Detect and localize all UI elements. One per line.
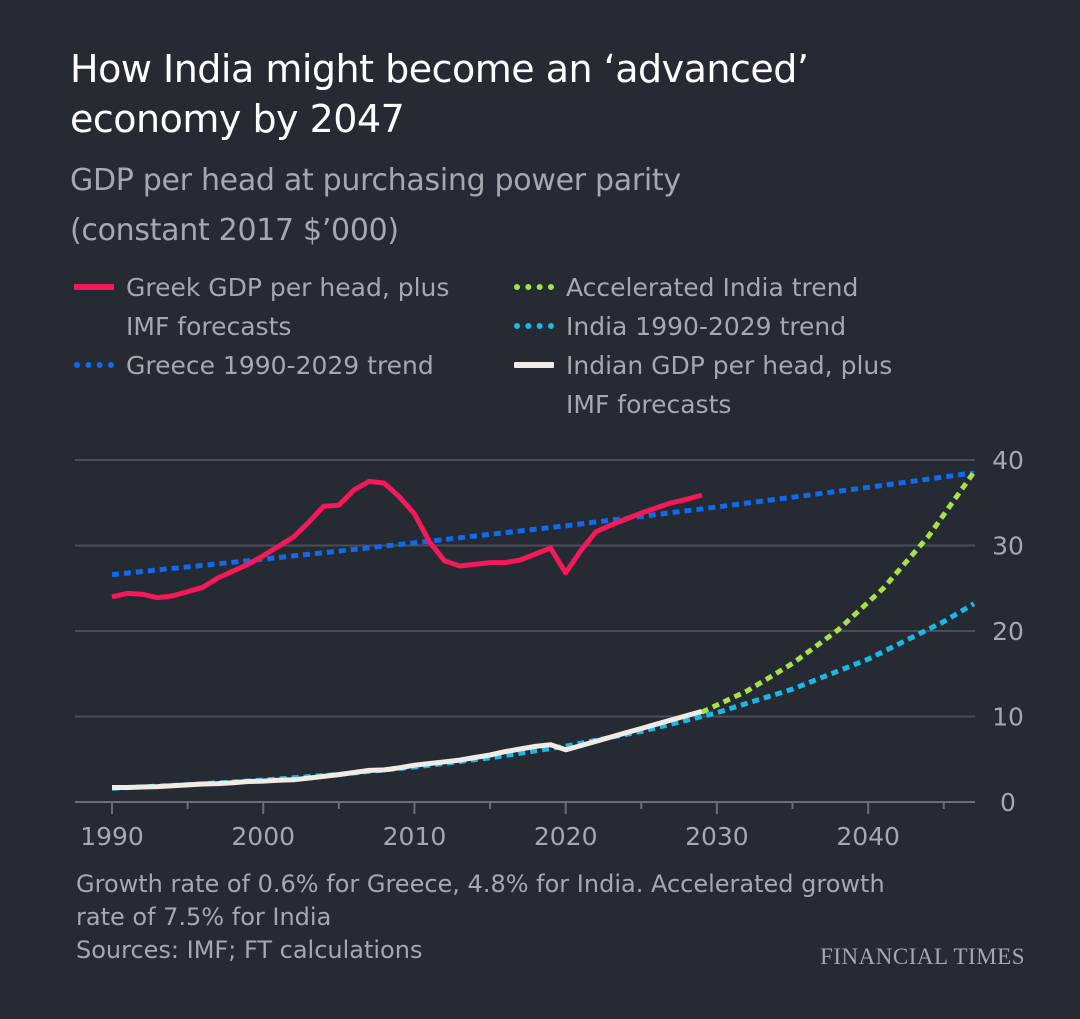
y-tick-label: 30 bbox=[992, 532, 1024, 561]
legend-label: Indian GDP per head, plus bbox=[566, 351, 893, 380]
series-lines bbox=[111, 470, 977, 791]
x-tick-label: 2010 bbox=[383, 822, 447, 851]
legend-swatch bbox=[74, 284, 114, 290]
ft-logo: FINANCIAL TIMES bbox=[820, 944, 1025, 969]
chart-title: How India might become an ‘advanced’ eco… bbox=[70, 44, 970, 144]
note-line-1: Growth rate of 0.6% for Greece, 4.8% for… bbox=[76, 870, 885, 898]
x-tick-label: 2020 bbox=[534, 822, 598, 851]
y-tick-label: 0 bbox=[1000, 788, 1016, 817]
legend-item-greece-trend: Greece 1990-2029 trend bbox=[74, 346, 494, 385]
x-tick-label: 2040 bbox=[836, 822, 900, 851]
legend-label: Greece 1990-2029 trend bbox=[126, 351, 434, 380]
series-india-trend bbox=[111, 601, 976, 791]
legend-label: IMF forecasts bbox=[126, 312, 292, 341]
series-greece bbox=[111, 478, 703, 601]
legend-label: Accelerated India trend bbox=[566, 273, 859, 302]
x-tick-label: 1990 bbox=[80, 822, 144, 851]
subtitle-line-2: (constant 2017 $’000) bbox=[70, 213, 399, 248]
legend-item-accelerated: Accelerated India trend bbox=[514, 268, 974, 307]
title-line-1: How India might become an ‘advanced’ bbox=[70, 47, 809, 91]
legend-label: Greek GDP per head, plus bbox=[126, 273, 450, 302]
legend-right: Accelerated India trend India 1990-2029 … bbox=[514, 268, 974, 424]
y-tick-label: 10 bbox=[992, 703, 1024, 732]
chart-subtitle: GDP per head at purchasing power parity … bbox=[70, 156, 970, 256]
legend-swatch bbox=[514, 323, 554, 329]
gridlines bbox=[75, 459, 975, 814]
legend-swatch bbox=[74, 362, 114, 368]
legend-item-greece: Greek GDP per head, plus IMF forecasts bbox=[74, 268, 494, 346]
y-tick-label: 20 bbox=[992, 617, 1024, 646]
x-tick-label: 2030 bbox=[685, 822, 749, 851]
legend-swatch bbox=[514, 362, 554, 368]
series-accelerated bbox=[700, 470, 977, 715]
x-tick-label: 2000 bbox=[231, 822, 295, 851]
legend-left: Greek GDP per head, plus IMF forecasts Gr… bbox=[74, 268, 494, 385]
note-line-2: rate of 7.5% for India bbox=[76, 903, 332, 931]
legend-swatch bbox=[514, 284, 554, 290]
chart-note: Growth rate of 0.6% for Greece, 4.8% for… bbox=[76, 868, 1026, 967]
y-tick-label: 40 bbox=[992, 446, 1024, 475]
title-line-2: economy by 2047 bbox=[70, 97, 405, 141]
legend-label: IMF forecasts bbox=[566, 390, 732, 419]
legend-item-india-trend: India 1990-2029 trend bbox=[514, 307, 974, 346]
legend-item-india: Indian GDP per head, plus IMF forecasts bbox=[514, 346, 974, 424]
series-greece-trend bbox=[111, 470, 975, 578]
legend-label: India 1990-2029 trend bbox=[566, 312, 847, 341]
sources: Sources: IMF; FT calculations bbox=[76, 936, 423, 964]
series-india bbox=[112, 708, 703, 790]
subtitle-line-1: GDP per head at purchasing power parity bbox=[70, 163, 681, 198]
